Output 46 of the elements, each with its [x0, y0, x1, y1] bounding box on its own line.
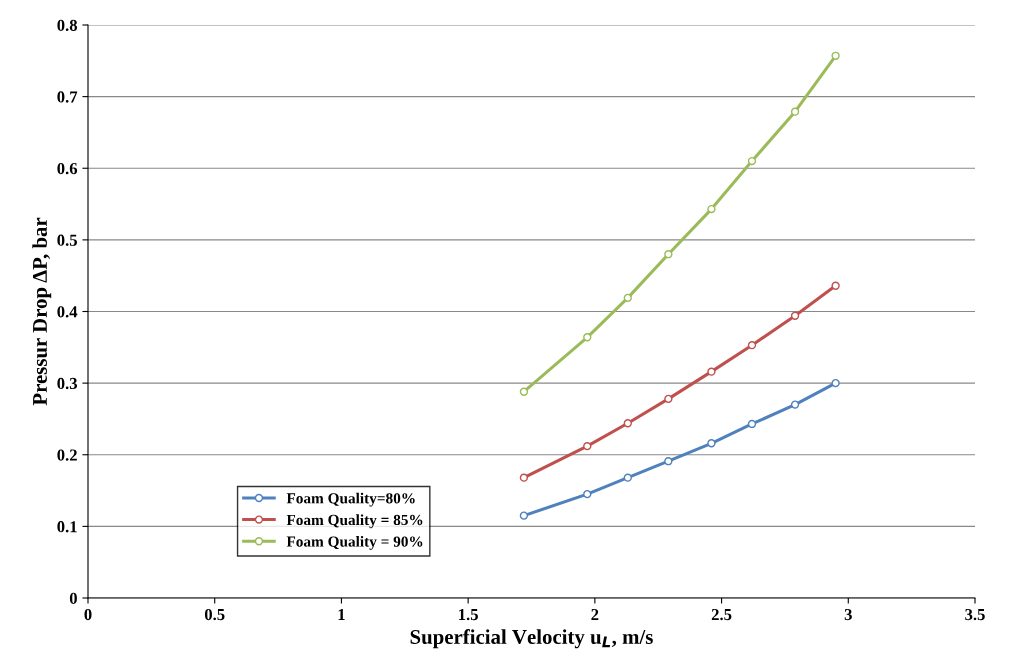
y-tick-label: 0.8 [57, 19, 78, 32]
y-tick-label: 0.4 [57, 306, 78, 318]
point [664, 250, 673, 259]
point [583, 441, 592, 451]
point [790, 400, 800, 409]
x-tick-label: 0.5 [204, 608, 225, 621]
y-tick-label: 0.1 [57, 521, 77, 533]
x-tick-label: 2.5 [711, 608, 732, 621]
point [747, 419, 757, 429]
y-axis-title: Pressur Drop ΔP, bar [32, 217, 52, 406]
x-tick-label: 1 [338, 608, 345, 620]
y-tick-label: 0.3 [57, 377, 78, 390]
point [831, 378, 840, 388]
point [519, 511, 529, 520]
point [623, 419, 632, 428]
y-tick-label: 0.5 [57, 234, 77, 246]
x-tick-label: 0 [84, 608, 92, 621]
x-tick-label: 1.5 [459, 608, 478, 621]
y-tick-label: 0.7 [57, 91, 78, 103]
legend-label: Foam Quality=80% [286, 492, 415, 507]
point [790, 107, 800, 116]
point [747, 340, 757, 350]
y-tick-label: 0 [69, 592, 77, 604]
x-tick-label: 2 [591, 608, 599, 620]
point [623, 293, 632, 303]
point [519, 387, 529, 396]
point [831, 281, 840, 290]
point [707, 367, 716, 376]
point [664, 457, 673, 466]
legend-label: Foam Quality = 85% [286, 514, 423, 529]
point [831, 51, 840, 60]
x-tick-label: 3.5 [965, 608, 985, 621]
point [519, 473, 529, 482]
point [583, 489, 592, 499]
point [664, 394, 673, 404]
y-tick-label: 0.2 [57, 449, 77, 461]
y-tick-label: 0.6 [57, 162, 78, 175]
point [623, 473, 632, 482]
point [790, 311, 800, 320]
x-tick-label: 3 [844, 608, 852, 621]
x-axis-title: Superficial Velocity u$_{L}$, m/s [410, 629, 653, 649]
point [583, 333, 592, 342]
point [707, 204, 716, 214]
legend-label: Foam Quality = 90% [286, 535, 423, 550]
point [747, 156, 757, 166]
point [707, 439, 716, 448]
